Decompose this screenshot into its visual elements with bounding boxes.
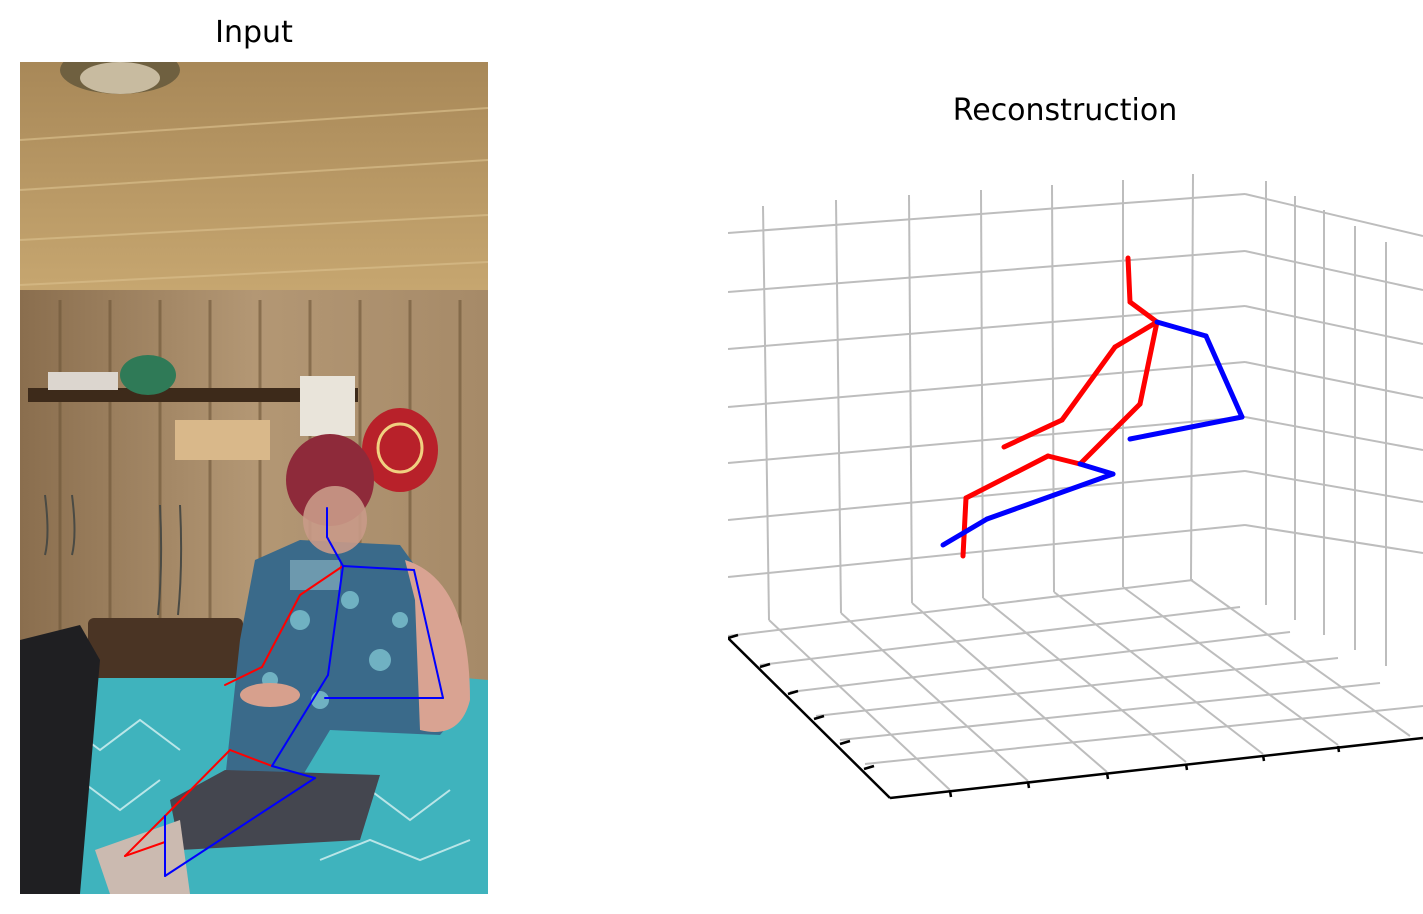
person-shorts <box>170 770 380 850</box>
bone-3d-left <box>1077 461 1116 477</box>
bone-3d-right <box>1125 255 1133 305</box>
bone-2d-right <box>124 841 166 857</box>
bone-3d-right <box>1059 344 1118 423</box>
bone-2d-right <box>224 666 263 686</box>
bone-3d-right <box>1137 319 1160 407</box>
bone-2d-right <box>261 594 301 668</box>
skeleton-3d <box>940 255 1245 559</box>
bone-2d-right <box>229 749 273 767</box>
bone-3d-right <box>1127 299 1160 325</box>
input-image <box>20 62 488 894</box>
bone-3d-right <box>1001 417 1065 450</box>
heart-balloon <box>362 408 438 492</box>
3d-grid <box>728 173 1423 791</box>
bone-3d-right <box>1045 453 1083 467</box>
bone-2d-head <box>326 536 344 567</box>
bone-3d-right <box>963 453 1051 501</box>
person-face-blurred <box>303 486 367 554</box>
bone-2d-left <box>271 765 316 779</box>
bone-3d-left <box>984 471 1116 522</box>
bone-2d-right <box>164 749 231 817</box>
shelf <box>28 388 358 402</box>
bone-2d-left <box>413 569 444 699</box>
input-title: Input <box>215 15 293 50</box>
bone-3d-left <box>940 516 990 548</box>
bone-2d-right <box>124 815 166 857</box>
bone-3d-right <box>960 495 969 559</box>
bone-3d-right <box>1077 401 1143 467</box>
bone-2d-left <box>164 777 316 877</box>
skeleton-2d-overlay <box>124 507 444 877</box>
3d-axes <box>728 633 1423 800</box>
bone-3d-left <box>1127 414 1245 442</box>
bone-3d-right <box>1112 319 1160 350</box>
input-image-panel <box>20 62 488 894</box>
bone-2d-right <box>299 565 344 596</box>
bone-2d-left <box>342 565 415 571</box>
person-top <box>225 540 470 780</box>
bone-2d-left <box>327 565 344 676</box>
bone-2d-left <box>271 674 329 767</box>
bone-3d-left <box>1203 333 1245 420</box>
ceiling <box>20 62 488 312</box>
bone-3d-left <box>1154 319 1209 339</box>
reconstruction-title: Reconstruction <box>952 93 1178 128</box>
